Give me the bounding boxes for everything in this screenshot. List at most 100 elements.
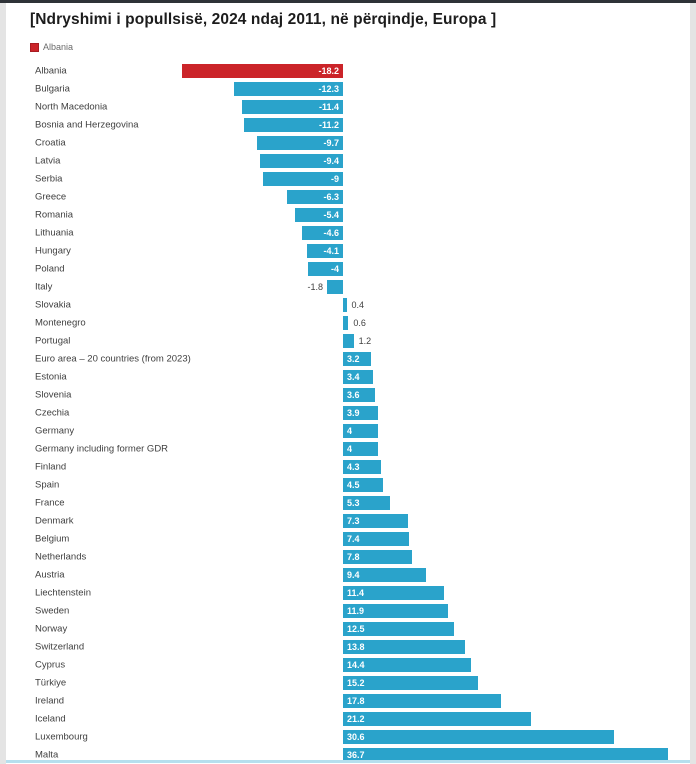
- value-label: -5.4: [323, 210, 339, 220]
- bar-switzerland: [343, 640, 466, 654]
- category-label: Latvia: [35, 155, 61, 167]
- category-label: Serbia: [35, 173, 63, 185]
- value-label: -11.2: [318, 120, 339, 130]
- bar-belgium: [343, 532, 409, 546]
- value-label: 0.4: [351, 300, 365, 310]
- category-label: Greece: [35, 191, 67, 203]
- category-label: Montenegro: [35, 317, 86, 329]
- chart-row: Italy -1.8: [0, 278, 696, 296]
- bar-germany-including-former-gdr: [343, 442, 379, 456]
- category-label: Germany including former GDR: [35, 443, 169, 455]
- chart-row: Türkiye 15.2: [0, 674, 696, 692]
- value-label: -9: [330, 174, 339, 184]
- chart-row: Sweden 11.9: [0, 602, 696, 620]
- bar-spain: [343, 478, 383, 492]
- bar-portugal: [343, 334, 354, 348]
- category-label: Romania: [35, 209, 74, 221]
- category-label: Austria: [35, 569, 65, 581]
- chart-row: Albania -18.2: [0, 62, 696, 80]
- chart-row: Finland 4.3: [0, 458, 696, 476]
- value-label: 3.9: [347, 408, 360, 418]
- bar-cyprus: [343, 658, 471, 672]
- chart-row: Euro area – 20 countries (from 2023) 3.2: [0, 350, 696, 368]
- category-label: Denmark: [35, 515, 74, 527]
- bar-czechia: [343, 406, 378, 420]
- category-label: Ireland: [35, 695, 65, 707]
- value-label: 12.5: [347, 624, 365, 634]
- value-label: 4.3: [347, 462, 360, 472]
- bar-t-rkiye: [343, 676, 478, 690]
- chart-row: Malta 36.7: [0, 746, 696, 764]
- chart-row: Austria 9.4: [0, 566, 696, 584]
- value-label: 4: [347, 426, 353, 436]
- value-label: -4.6: [323, 228, 339, 238]
- chart-row: Portugal 1.2: [0, 332, 696, 350]
- value-label: 3.6: [347, 390, 360, 400]
- bar-austria: [343, 568, 427, 582]
- category-label: North Macedonia: [35, 101, 108, 113]
- bar-italy: [327, 280, 343, 294]
- bar-greece: [287, 190, 343, 204]
- category-label: Finland: [35, 461, 67, 473]
- chart-row: Switzerland 13.8: [0, 638, 696, 656]
- category-label: Poland: [35, 263, 65, 275]
- chart-row: Bosnia and Herzegovina -11.2: [0, 116, 696, 134]
- value-label: 7.4: [347, 534, 360, 544]
- category-label: Germany: [35, 425, 75, 437]
- legend-albania-swatch-icon: [30, 42, 39, 52]
- bar-euro-area-20-countries-from-2023-: [343, 352, 372, 366]
- chart-row: Liechtenstein 11.4: [0, 584, 696, 602]
- legend: Albania: [30, 42, 73, 52]
- category-label: Liechtenstein: [35, 587, 91, 599]
- value-label: 7.8: [347, 552, 360, 562]
- value-label: 11.4: [347, 588, 365, 598]
- bar-malta: [343, 748, 668, 762]
- category-label: Portugal: [35, 335, 71, 347]
- top-border: [0, 0, 696, 3]
- page-left-edge: [0, 3, 6, 764]
- bar-germany: [343, 424, 379, 438]
- chart-row: Slovenia 3.6: [0, 386, 696, 404]
- value-label: 14.4: [347, 660, 365, 670]
- value-label: 7.3: [347, 516, 360, 526]
- chart-row: Slovakia 0.4: [0, 296, 696, 314]
- bar-norway: [343, 622, 454, 636]
- chart-row: Romania -5.4: [0, 206, 696, 224]
- bar-iceland: [343, 712, 531, 726]
- chart-row: Ireland 17.8: [0, 692, 696, 710]
- category-label: Türkiye: [35, 677, 67, 689]
- chart-row: Luxembourg 30.6: [0, 728, 696, 746]
- bar-albania: [181, 64, 343, 78]
- category-label: Cyprus: [35, 659, 66, 671]
- value-label: 17.8: [347, 696, 365, 706]
- category-label: Croatia: [35, 137, 66, 149]
- category-label: Sweden: [35, 605, 70, 617]
- bar-lithuania: [302, 226, 343, 240]
- value-label: 13.8: [347, 642, 365, 652]
- bar-slovenia: [343, 388, 375, 402]
- chart-row: Montenegro 0.6: [0, 314, 696, 332]
- value-label: 5.3: [347, 498, 360, 508]
- value-label: -4.1: [323, 246, 339, 256]
- chart-row: North Macedonia -11.4: [0, 98, 696, 116]
- value-label: 9.4: [347, 570, 360, 580]
- category-label: Italy: [35, 281, 53, 293]
- category-label: Spain: [35, 479, 60, 491]
- category-label: Lithuania: [35, 227, 74, 239]
- bar-slovakia: [343, 298, 347, 312]
- value-label: 4.5: [347, 480, 360, 490]
- category-label: Estonia: [35, 371, 67, 383]
- bar-netherlands: [343, 550, 413, 564]
- legend-albania-label: Albania: [43, 42, 74, 52]
- chart-row: Netherlands 7.8: [0, 548, 696, 566]
- category-label: France: [35, 497, 65, 509]
- value-label: -18.2: [318, 66, 339, 76]
- chart-row: Iceland 21.2: [0, 710, 696, 728]
- chart-row: Latvia -9.4: [0, 152, 696, 170]
- chart-row: France 5.3: [0, 494, 696, 512]
- chart-row: Czechia 3.9: [0, 404, 696, 422]
- category-label: Euro area – 20 countries (from 2023): [35, 353, 191, 365]
- chart-row: Croatia -9.7: [0, 134, 696, 152]
- bar-croatia: [257, 136, 343, 150]
- bar-poland: [307, 262, 343, 276]
